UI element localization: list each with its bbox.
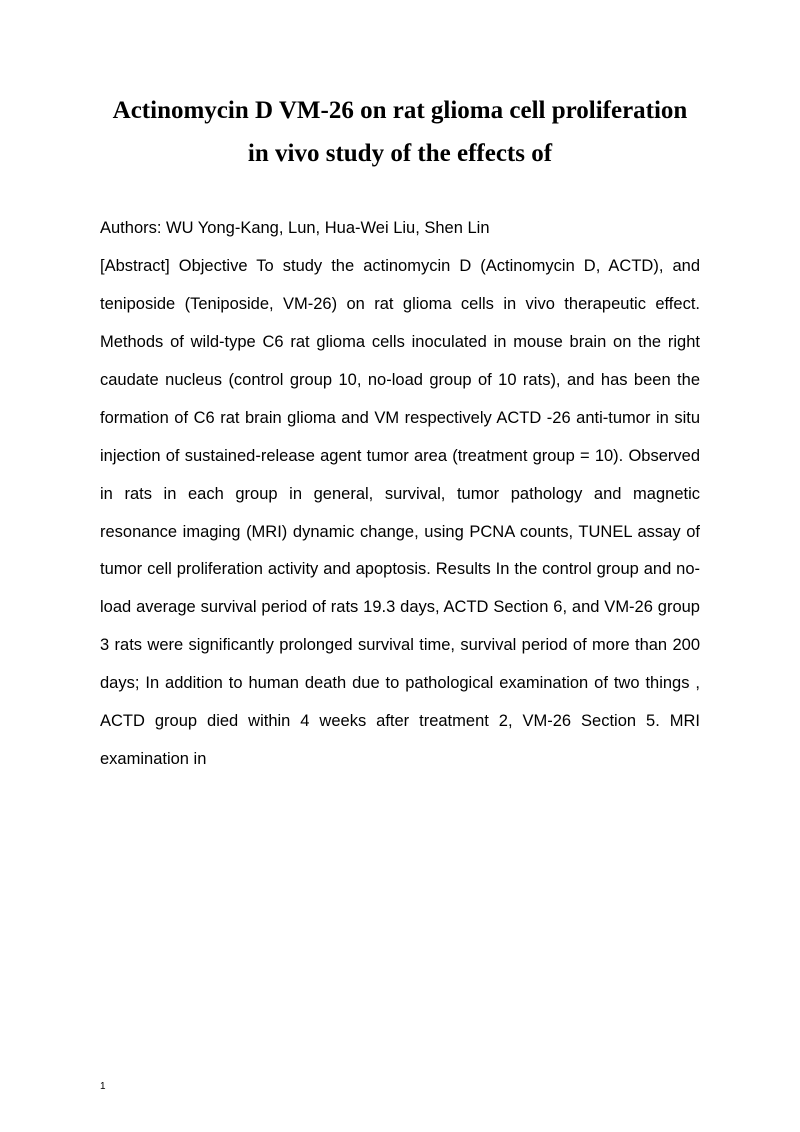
document-title: Actinomycin D VM-26 on rat glioma cell p… (100, 90, 700, 175)
abstract-text: [Abstract] Objective To study the actino… (100, 248, 700, 779)
page-number: 1 (100, 1081, 106, 1092)
authors-line: Authors: WU Yong-Kang, Lun, Hua-Wei Liu,… (100, 210, 700, 248)
